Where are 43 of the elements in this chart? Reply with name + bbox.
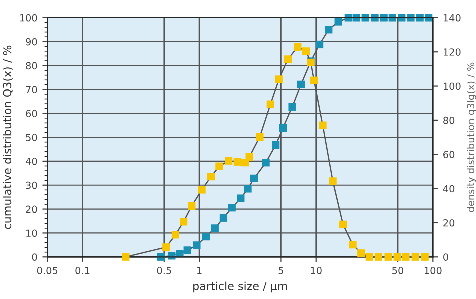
point bbox=[371, 14, 379, 22]
x-tick-label: 0.5 bbox=[157, 267, 172, 274]
point bbox=[176, 250, 184, 258]
x-tick-label: 5 bbox=[278, 267, 284, 274]
x-tick-label: 10 bbox=[311, 267, 322, 274]
y2-tick-label: 20 bbox=[444, 219, 455, 227]
point bbox=[211, 224, 219, 232]
y-tick-label: 100 bbox=[20, 14, 38, 22]
y-tick-label: 20 bbox=[26, 206, 38, 214]
y-tick-label: 50 bbox=[26, 134, 38, 142]
point bbox=[237, 194, 245, 202]
point bbox=[272, 141, 280, 149]
point bbox=[228, 204, 236, 212]
y-tick-label: 70 bbox=[26, 86, 38, 94]
y-axis-title: cumulative distribution Q3(x) / % bbox=[3, 46, 13, 230]
y-tick-label: 30 bbox=[26, 182, 38, 190]
y-tick-label: 80 bbox=[26, 62, 38, 70]
x-tick-label: 1 bbox=[198, 267, 202, 274]
point bbox=[325, 26, 333, 34]
point bbox=[407, 14, 415, 22]
point bbox=[334, 18, 342, 26]
y-tick-label: 0 bbox=[32, 254, 38, 261]
y-tick-label: 10 bbox=[26, 230, 38, 238]
x-tick-label: 100 bbox=[424, 267, 442, 274]
x-axis-title: particle size / µm bbox=[194, 282, 288, 293]
point bbox=[220, 214, 228, 222]
y-tick-label: 90 bbox=[26, 38, 38, 46]
y-tick-label: 60 bbox=[26, 110, 38, 118]
y2-tick-label: 40 bbox=[443, 185, 455, 193]
y2-tick-label: 140 bbox=[444, 14, 461, 22]
y-tick-label: 40 bbox=[26, 158, 38, 166]
point bbox=[184, 246, 192, 254]
x-tick-label: 50 bbox=[392, 267, 404, 274]
x-tick-label: 0.05 bbox=[37, 267, 58, 274]
x-tick-label: 0.1 bbox=[76, 267, 90, 274]
y2-tick-label: 80 bbox=[444, 116, 455, 124]
y2-tick-label: 120 bbox=[444, 48, 461, 56]
y2-axis-title: density distribution q3lg(x) / % bbox=[466, 62, 476, 212]
point bbox=[202, 233, 210, 241]
y2-tick-label: 0 bbox=[444, 254, 448, 261]
y2-tick-label: 60 bbox=[444, 151, 455, 158]
y2-tick-label: 100 bbox=[444, 82, 461, 90]
point bbox=[193, 242, 201, 250]
